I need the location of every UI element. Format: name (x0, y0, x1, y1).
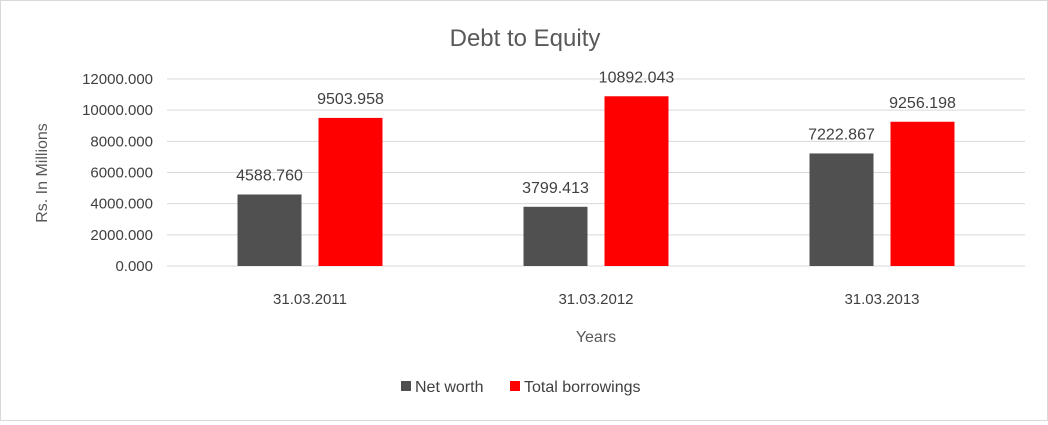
bar-net-worth (523, 206, 588, 266)
chart-title: Debt to Equity (450, 25, 601, 52)
data-label: 4588.760 (236, 167, 303, 184)
bar-total-borrowings (604, 96, 669, 267)
y-tick-label: 8000.000 (90, 133, 153, 150)
data-label: 9503.958 (317, 91, 384, 108)
data-label: 7222.867 (808, 126, 875, 143)
legend-label-net-worth: Net worth (415, 379, 483, 396)
y-tick-label: 10000.000 (82, 102, 153, 119)
legend: Net worth Total borrowings (401, 379, 641, 396)
bar-net-worth (809, 153, 874, 266)
x-tick-labels: 31.03.2011 31.03.2012 31.03.2013 (273, 291, 920, 308)
bar-total-borrowings (318, 117, 383, 266)
data-label: 10892.043 (599, 69, 675, 86)
bar-total-borrowings (890, 121, 955, 266)
y-tick-label: 12000.000 (82, 71, 153, 88)
legend-label-total-borrowings: Total borrowings (524, 379, 641, 396)
x-tick-label: 31.03.2011 (273, 291, 347, 308)
legend-swatch-net-worth (401, 381, 411, 391)
gridlines (167, 78, 1025, 267)
x-tick-label: 31.03.2013 (844, 291, 919, 308)
bar-net-worth (237, 194, 302, 266)
data-labels: 4588.760 9503.958 3799.413 10892.043 7222.86… (236, 69, 956, 197)
y-tick-label: 0.000 (115, 258, 153, 275)
y-tick-label: 6000.000 (90, 165, 153, 182)
bars (237, 96, 955, 267)
y-tick-label: 2000.000 (90, 227, 153, 244)
data-label: 3799.413 (522, 180, 589, 197)
data-label: 9256.198 (889, 95, 956, 112)
x-axis-label: Years (576, 329, 616, 346)
y-axis-label: Rs. In Millions (34, 123, 51, 223)
y-tick-labels: 0.000 2000.000 4000.000 6000.000 8000.000 100… (82, 71, 153, 275)
y-tick-label: 4000.000 (90, 196, 153, 213)
legend-swatch-total-borrowings (510, 381, 520, 391)
x-tick-label: 31.03.2012 (558, 291, 633, 308)
